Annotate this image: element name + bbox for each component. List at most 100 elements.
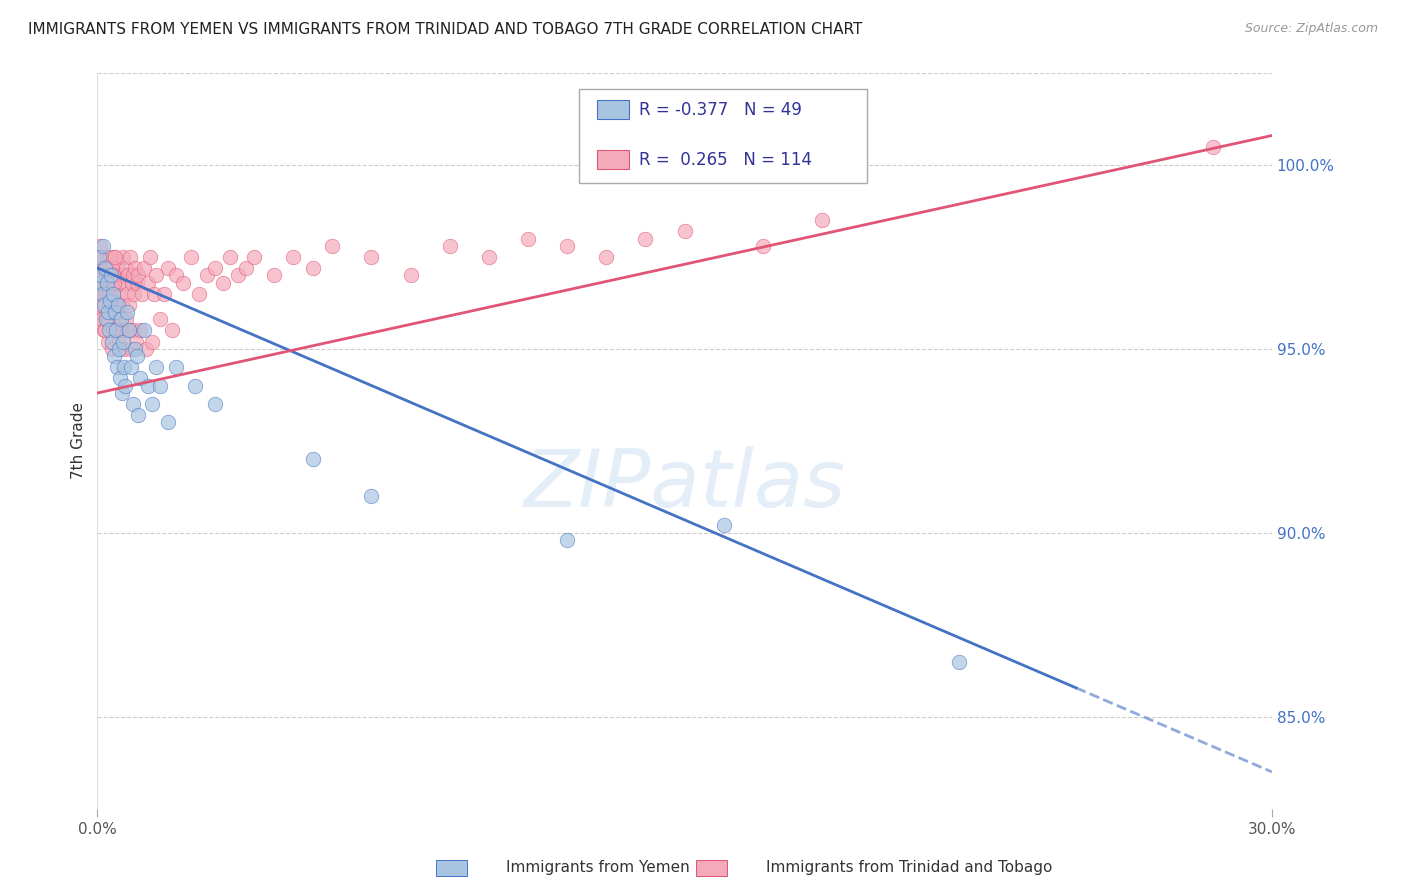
Point — [165, 268, 187, 283]
Point — [188, 286, 211, 301]
Point — [103, 323, 125, 337]
Point — [89, 276, 111, 290]
Point — [226, 268, 249, 283]
Point — [107, 298, 129, 312]
Point — [131, 286, 153, 301]
Point — [100, 260, 122, 275]
Text: ZIPatlas: ZIPatlas — [523, 446, 845, 524]
Point — [555, 239, 578, 253]
Point — [122, 286, 145, 301]
Point — [97, 312, 120, 326]
Point — [89, 276, 111, 290]
Point — [98, 286, 121, 301]
Point — [114, 378, 136, 392]
Point — [595, 250, 617, 264]
Point — [112, 342, 135, 356]
Point — [118, 323, 141, 337]
Text: R =  0.265   N = 114: R = 0.265 N = 114 — [638, 151, 811, 169]
Point — [90, 250, 112, 264]
Point — [121, 397, 143, 411]
Point — [124, 342, 146, 356]
Point — [94, 323, 117, 337]
Point — [127, 408, 149, 422]
Point — [91, 286, 114, 301]
Point — [114, 260, 136, 275]
Point — [104, 250, 127, 264]
Point — [101, 334, 124, 349]
Point — [100, 286, 122, 301]
FancyBboxPatch shape — [596, 150, 630, 169]
Text: Immigrants from Trinidad and Tobago: Immigrants from Trinidad and Tobago — [766, 860, 1053, 874]
Point — [204, 397, 226, 411]
Point — [360, 489, 382, 503]
Point — [1202, 139, 1225, 153]
Point — [87, 286, 110, 301]
Point — [555, 533, 578, 548]
Point — [115, 286, 138, 301]
Point — [108, 371, 131, 385]
Point — [89, 305, 111, 319]
Point — [110, 268, 132, 283]
Text: Immigrants from Yemen: Immigrants from Yemen — [506, 860, 690, 874]
Point — [141, 397, 163, 411]
Point — [127, 268, 149, 283]
Point — [105, 360, 128, 375]
Point — [121, 268, 143, 283]
Point — [136, 378, 159, 392]
Point — [96, 276, 118, 290]
Point — [98, 312, 121, 326]
Point — [94, 268, 117, 283]
Point — [98, 268, 121, 283]
Point — [115, 312, 138, 326]
Point — [211, 276, 233, 290]
Point — [104, 305, 127, 319]
Point — [94, 312, 117, 326]
Point — [93, 298, 115, 312]
Point — [135, 342, 157, 356]
Point — [96, 334, 118, 349]
Point — [100, 305, 122, 319]
Point — [263, 268, 285, 283]
Point — [108, 276, 131, 290]
Point — [948, 655, 970, 669]
Point — [122, 323, 145, 337]
Point — [180, 250, 202, 264]
Point — [118, 298, 141, 312]
Point — [107, 286, 129, 301]
Point — [129, 371, 152, 385]
Point — [101, 260, 124, 275]
Point — [114, 276, 136, 290]
Point — [100, 268, 122, 283]
Point — [160, 323, 183, 337]
Point — [91, 312, 114, 326]
FancyBboxPatch shape — [579, 89, 866, 184]
Point — [120, 250, 142, 264]
Point — [129, 323, 152, 337]
Point — [97, 268, 120, 283]
Point — [219, 250, 242, 264]
Point — [125, 349, 148, 363]
Point — [752, 239, 775, 253]
Point — [104, 298, 127, 312]
Point — [173, 276, 195, 290]
Point — [101, 342, 124, 356]
Point — [98, 323, 121, 337]
Point — [101, 276, 124, 290]
Point — [89, 250, 111, 264]
Point — [156, 416, 179, 430]
Point — [87, 260, 110, 275]
Point — [165, 360, 187, 375]
Text: IMMIGRANTS FROM YEMEN VS IMMIGRANTS FROM TRINIDAD AND TOBAGO 7TH GRADE CORRELATI: IMMIGRANTS FROM YEMEN VS IMMIGRANTS FROM… — [28, 22, 862, 37]
Point — [94, 260, 117, 275]
Point — [103, 268, 125, 283]
Point — [204, 260, 226, 275]
Point — [243, 250, 266, 264]
Point — [98, 250, 121, 264]
Point — [91, 268, 114, 283]
Point — [111, 334, 134, 349]
Point — [112, 360, 135, 375]
Point — [153, 286, 176, 301]
Point — [141, 334, 163, 349]
Y-axis label: 7th Grade: 7th Grade — [72, 402, 86, 479]
Point — [134, 260, 156, 275]
